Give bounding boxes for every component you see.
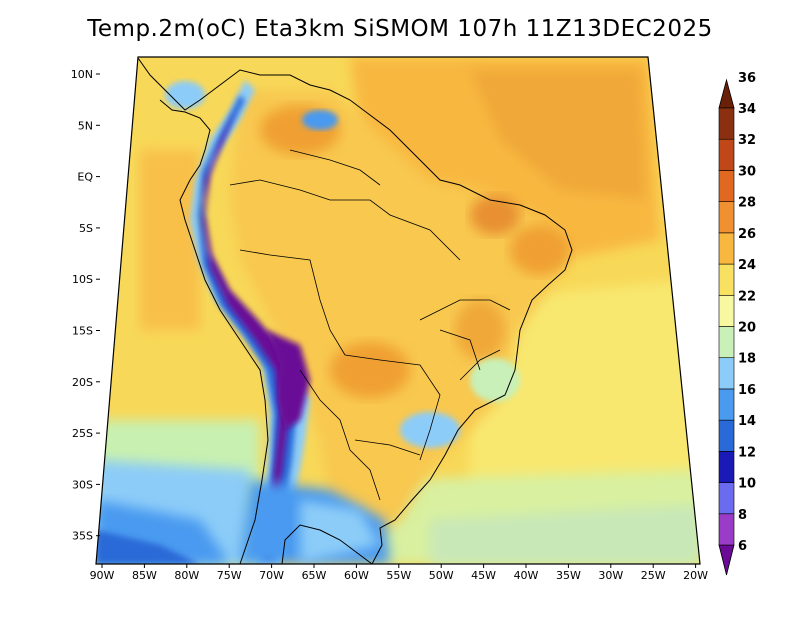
lat-tick-label: 20S <box>72 376 93 389</box>
lon-tick-label: 30W <box>598 569 623 582</box>
map-title: Temp.2m(oC) Eta3km SiSMOM 107h 11Z13DEC2… <box>87 16 713 42</box>
colorbar-label: 18 <box>738 352 756 367</box>
lon-tick-label: 45W <box>471 569 496 582</box>
lon-tick-label: 70W <box>259 569 284 582</box>
colorbar-segment <box>718 263 735 296</box>
lon-tick-label: 90W <box>90 569 115 582</box>
lon-tick-label: 20W <box>683 569 708 582</box>
lat-tick-label: EQ <box>77 171 93 184</box>
lat-tick-label: 10N <box>71 68 93 81</box>
colorbar-segment <box>718 513 735 546</box>
colorbar-top-arrow <box>718 78 735 109</box>
lat-tick-label: 10S <box>72 273 93 286</box>
colorbar-label: 16 <box>738 383 756 398</box>
country-borders <box>229 149 511 501</box>
lon-tick-label: 85W <box>132 569 157 582</box>
lon-tick-label: 50W <box>429 569 454 582</box>
colorbar-label: 8 <box>738 508 747 523</box>
lon-tick-label: 25W <box>641 569 666 582</box>
coastlines <box>137 57 573 565</box>
colorbar-label: 22 <box>738 289 756 304</box>
lat-tick-label: 30S <box>72 478 93 491</box>
temperature-field <box>96 57 700 564</box>
lon-tick-label: 55W <box>386 569 411 582</box>
lon-tick-label: 80W <box>174 569 199 582</box>
colorbar-segment <box>718 170 735 202</box>
colorbar-bottom-arrow <box>718 544 735 576</box>
lat-tick-label: 25S <box>72 427 93 440</box>
colorbar-label: 24 <box>738 258 756 273</box>
colorbar-label: 34 <box>738 102 756 117</box>
colorbar-label: 26 <box>738 227 756 242</box>
latitude-axis: 10N 5N EQ 5S 10S 15S 20S 25S 30S 35S <box>71 68 100 543</box>
colorbar-label: 20 <box>738 321 756 336</box>
colorbar-segment <box>718 294 735 327</box>
colorbar-segment <box>718 419 735 452</box>
colorbar-label: 28 <box>738 196 756 211</box>
colorbar-segment <box>718 138 735 171</box>
colorbar-segment <box>718 482 735 515</box>
colorbar-label: 10 <box>738 477 756 492</box>
colorbar-segment <box>718 326 735 359</box>
lon-tick-label: 75W <box>217 569 242 582</box>
colorbar: 6 8 10 12 14 16 18 20 22 24 26 28 30 32 34 36 <box>718 71 756 576</box>
colorbar-segment <box>718 232 735 265</box>
colorbar-label: 6 <box>738 539 747 554</box>
lon-tick-label: 40W <box>514 569 539 582</box>
colorbar-segment <box>718 451 735 483</box>
colorbar-segment <box>718 201 735 234</box>
colorbar-segment <box>718 388 735 421</box>
map-frame <box>95 56 701 565</box>
colorbar-label: 32 <box>738 133 756 148</box>
lon-tick-label: 35W <box>556 569 581 582</box>
lat-tick-label: 5S <box>79 222 93 235</box>
colorbar-label: 12 <box>738 445 756 460</box>
lat-tick-label: 35S <box>72 530 93 543</box>
lon-tick-label: 65W <box>302 569 327 582</box>
lat-tick-label: 15S <box>72 325 93 338</box>
lat-tick-label: 5N <box>78 119 93 132</box>
lon-tick-label: 60W <box>344 569 369 582</box>
colorbar-label: 14 <box>738 414 756 429</box>
colorbar-label: 36 <box>738 71 756 86</box>
colorbar-segment <box>718 357 735 390</box>
colorbar-segment <box>718 107 735 140</box>
colorbar-label: 30 <box>738 164 756 179</box>
longitude-axis: 90W 85W 80W 75W 70W 65W 60W 55W 50W 45W 40W 35W 30W 2… <box>90 564 708 582</box>
